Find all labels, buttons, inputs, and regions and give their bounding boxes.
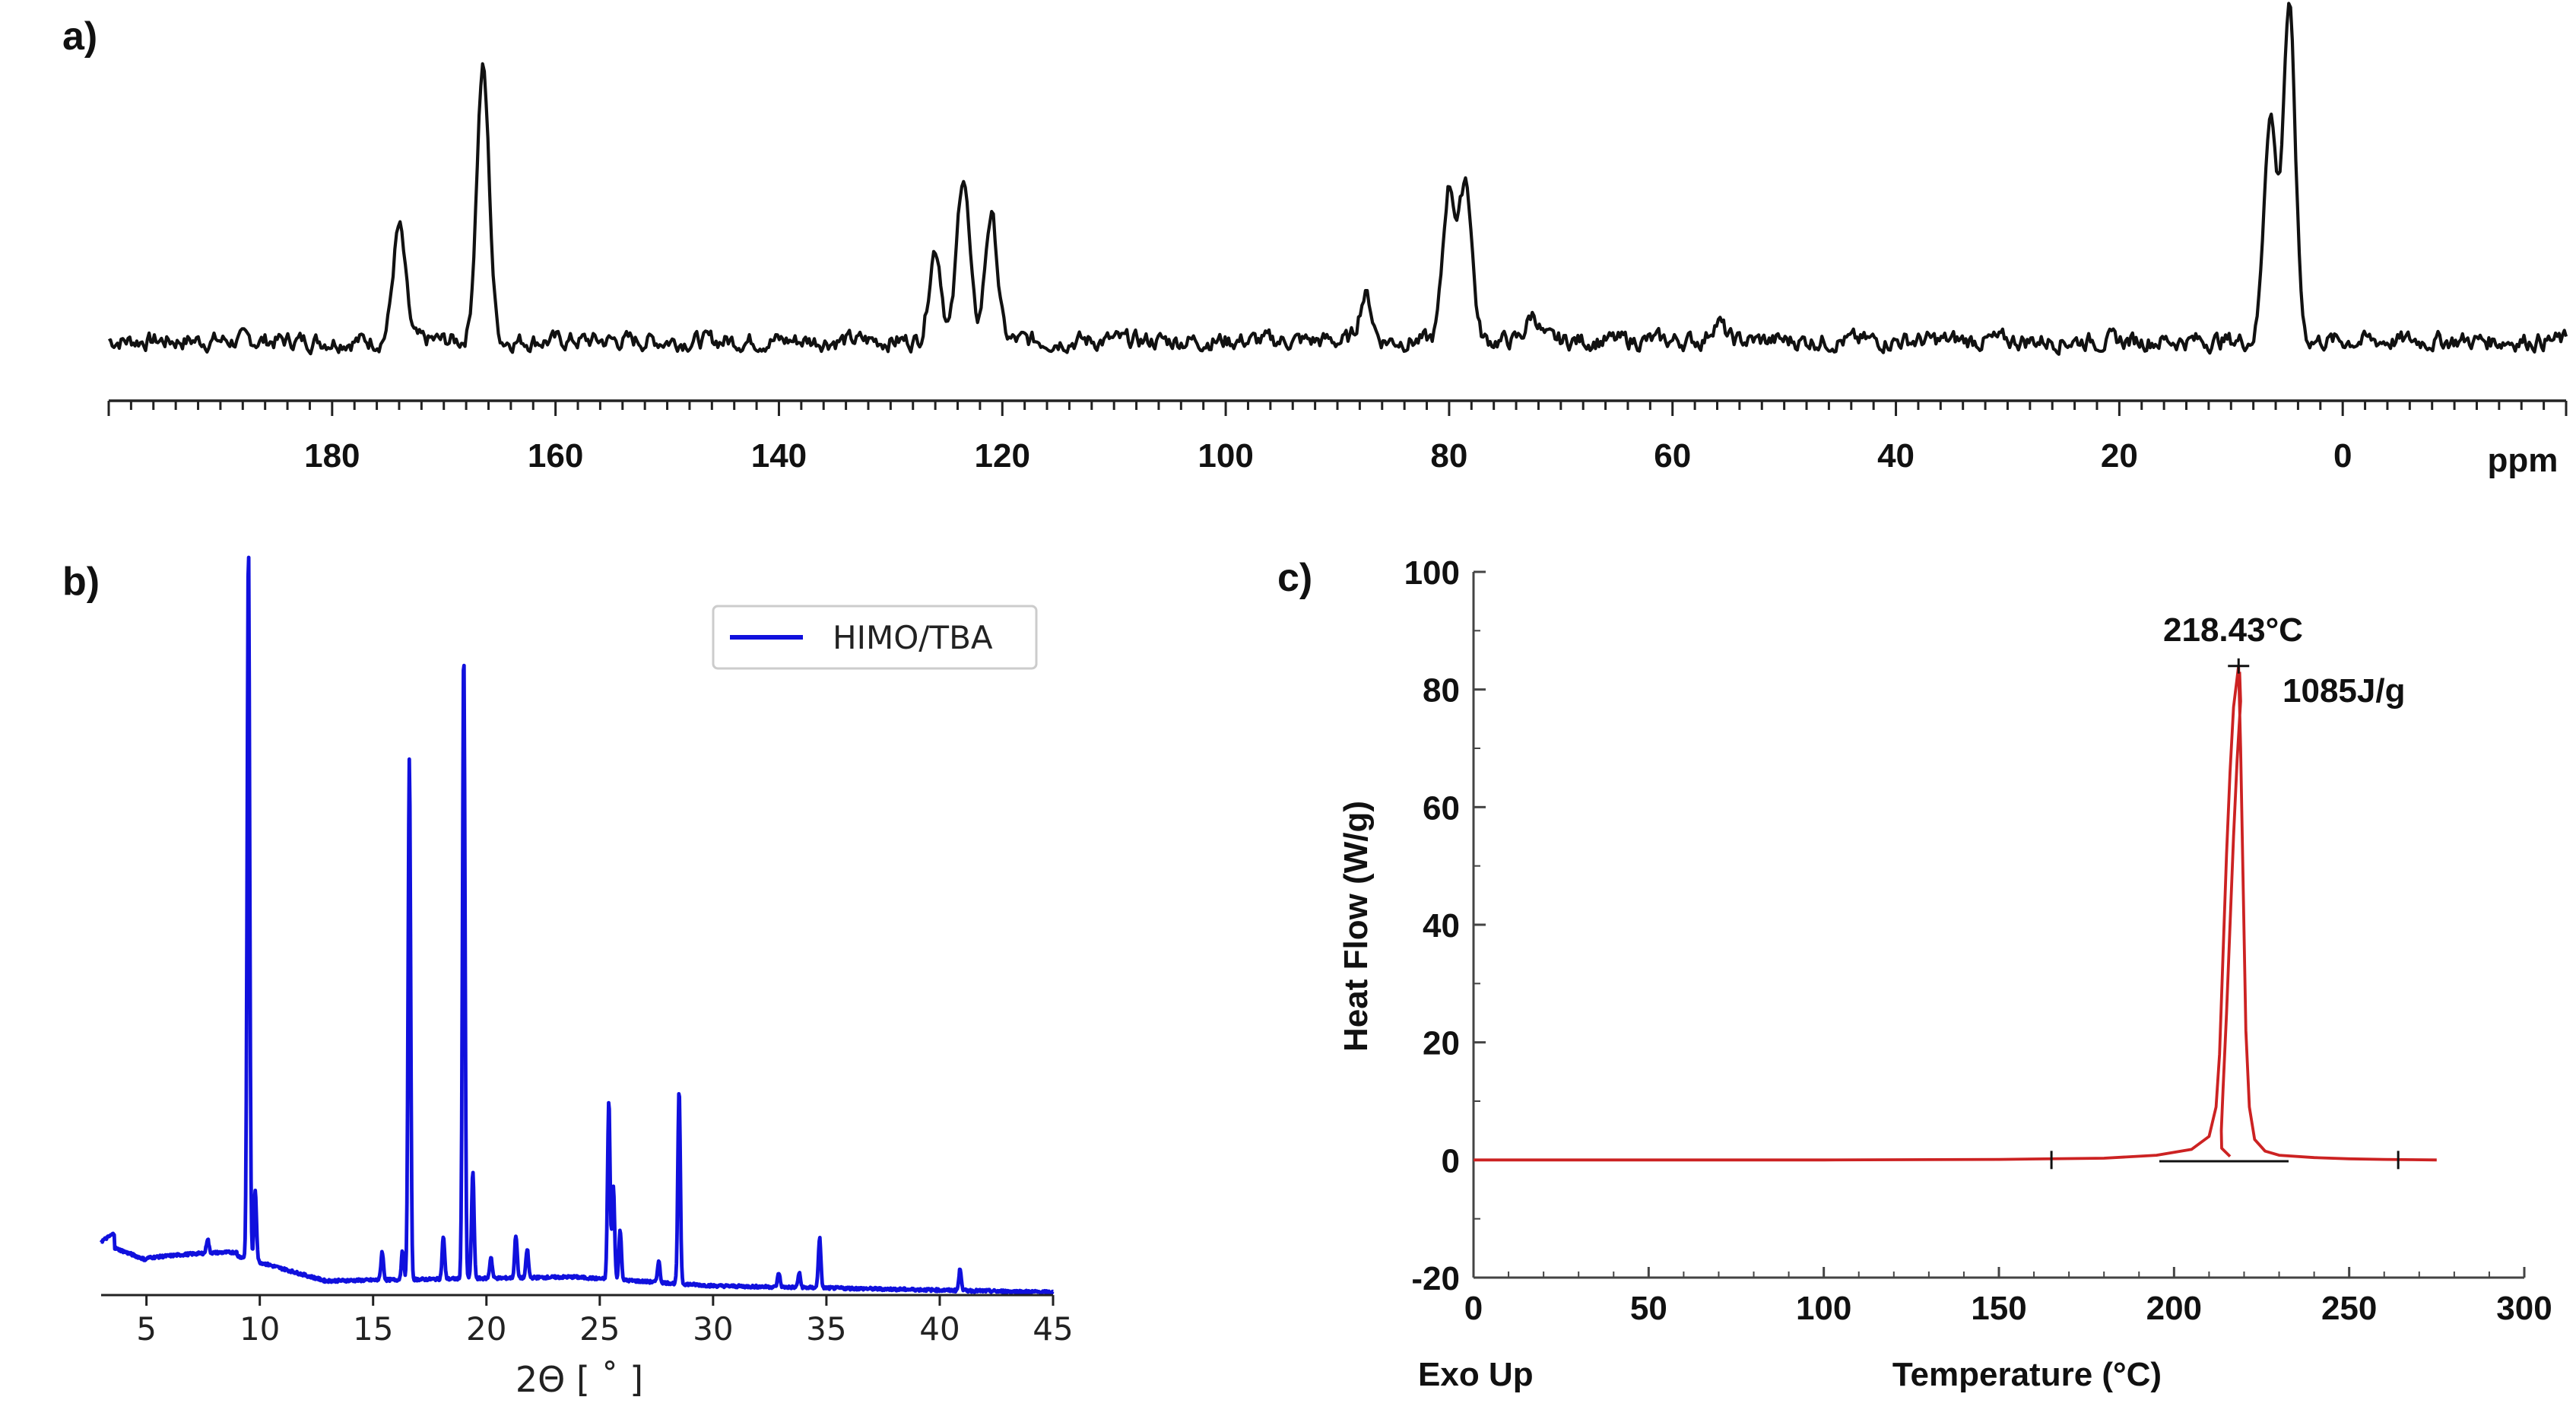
- nmr-tick-label: 60: [1654, 437, 1691, 475]
- dsc-y-tick-label: -20: [1411, 1260, 1460, 1297]
- nmr-tick-label: 80: [1430, 437, 1467, 475]
- dsc-y-tick-label: 100: [1404, 554, 1460, 592]
- legend-label: HIMO/TBA: [833, 619, 993, 656]
- nmr-panel: a) 180 160 140 120 100 80 60 40 20 0 ppm: [62, 2, 2568, 479]
- dsc-x-tick-label: 100: [1796, 1290, 1851, 1327]
- nmr-tick-label: 0: [2333, 437, 2352, 475]
- legend-box: [712, 605, 1038, 670]
- xrd-tick-label: 35: [806, 1310, 846, 1348]
- xrd-legend: HIMO/TBA: [712, 605, 1038, 670]
- dsc-curve: [1474, 664, 2437, 1162]
- panel-c-label: c): [1277, 556, 1312, 600]
- xrd-x-ticks: 5 10 15 20 25 30 35 40 45: [136, 1295, 1074, 1348]
- xrd-tick-label: 30: [693, 1310, 733, 1348]
- xrd-tick-label: 25: [579, 1310, 620, 1348]
- panel-a-label: a): [62, 14, 97, 59]
- dsc-y-tick-label: 60: [1423, 789, 1460, 827]
- xrd-tick-label: 45: [1033, 1310, 1073, 1348]
- nmr-spectrum-line: [107, 2, 2568, 356]
- dsc-y-tick-label: 0: [1442, 1142, 1460, 1179]
- xrd-tick-label: 20: [466, 1310, 506, 1348]
- dsc-x-axis-title: Temperature (°C): [1892, 1356, 2162, 1393]
- xrd-pattern-line: [99, 555, 1055, 1296]
- dsc-x-tick-label: 150: [1971, 1290, 2026, 1327]
- dsc-x-tick-label: 0: [1464, 1290, 1483, 1327]
- nmr-tick-label: 140: [751, 437, 807, 475]
- dsc-x-tick-label: 250: [2321, 1290, 2377, 1327]
- dsc-x-tick-label: 50: [1630, 1290, 1667, 1327]
- dsc-x-tick-label: 300: [2496, 1290, 2552, 1327]
- nmr-tick-label: 40: [1877, 437, 1915, 475]
- xrd-tick-label: 10: [240, 1310, 280, 1348]
- dsc-peak-temperature: 218.43°C: [2163, 611, 2303, 649]
- dsc-y-tick-label: 40: [1423, 907, 1460, 945]
- nmr-tick-label: 160: [528, 437, 583, 475]
- dsc-markers: [2050, 658, 2400, 1170]
- nmr-tick-label: 100: [1198, 437, 1253, 475]
- xrd-tick-label: 15: [353, 1310, 393, 1348]
- nmr-tick-label: 20: [2101, 437, 2138, 475]
- dsc-x-tick-label: 200: [2146, 1290, 2202, 1327]
- xrd-panel: b) 5 10 15 20 25 30 35 40 45 2Θ [ ˚ ] HIMO/TBA: [62, 555, 1074, 1400]
- xrd-x-axis-title: 2Θ [ ˚ ]: [516, 1359, 643, 1400]
- dsc-y-tick-label: 80: [1423, 672, 1460, 710]
- nmr-x-axis-title: ppm: [2488, 442, 2559, 479]
- nmr-x-ticks: 180 160 140 120 100 80 60 40 20 0: [107, 401, 2568, 475]
- nmr-tick-label: 180: [304, 437, 360, 475]
- dsc-enthalpy: 1085J/g: [2283, 672, 2405, 710]
- xrd-tick-label: 5: [136, 1310, 157, 1348]
- dsc-y-tick-label: 20: [1423, 1025, 1460, 1062]
- nmr-tick-label: 120: [975, 437, 1030, 475]
- panel-b-label: b): [62, 560, 100, 604]
- xrd-tick-label: 40: [919, 1310, 960, 1348]
- dsc-y-axis-title: Heat Flow (W/g): [1337, 801, 1375, 1052]
- dsc-corner-label: Exo Up: [1418, 1356, 1534, 1393]
